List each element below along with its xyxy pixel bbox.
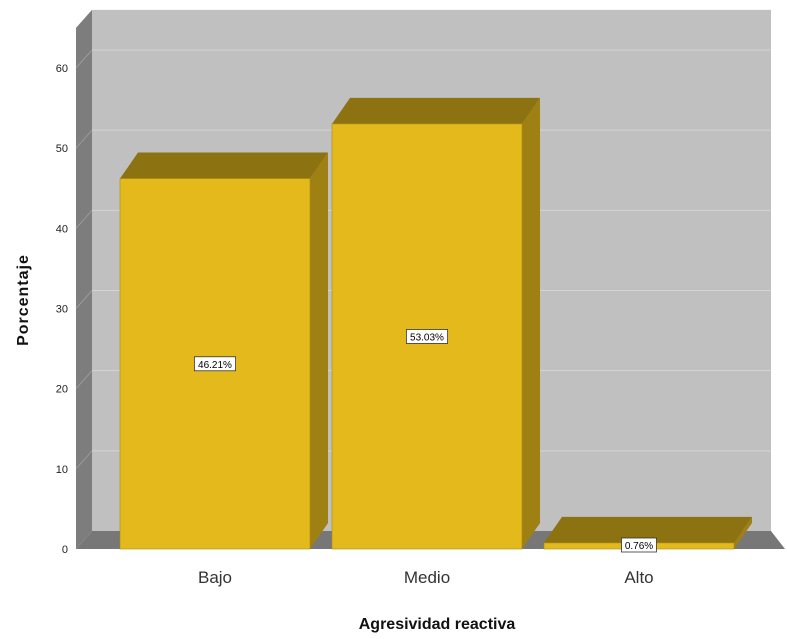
grid-line-side bbox=[75, 450, 93, 470]
side-wall bbox=[76, 9, 92, 549]
y-tick-label: 60 bbox=[56, 63, 68, 75]
data-label: 53.03% bbox=[410, 332, 444, 343]
grid-line-side bbox=[75, 210, 93, 229]
data-label-box bbox=[193, 356, 236, 372]
bar: 46.21% bbox=[119, 152, 328, 550]
bar: 0.76% bbox=[543, 516, 752, 553]
x-tick-label: Bajo bbox=[198, 568, 232, 587]
y-axis-ticks: 0 10 20 30 40 50 60 bbox=[56, 63, 68, 556]
y-tick-label: 20 bbox=[56, 384, 68, 396]
bars: 46.21% 53.03% 0.76% bbox=[119, 97, 752, 553]
bar-side bbox=[522, 97, 540, 550]
x-tick-label: Medio bbox=[404, 568, 450, 587]
bar-top bbox=[332, 97, 540, 124]
y-tick-label: 50 bbox=[56, 143, 68, 155]
y-axis-title: Porcentaje bbox=[15, 254, 32, 346]
bar-top bbox=[544, 516, 752, 543]
grid-line-side bbox=[75, 49, 93, 69]
y-tick-label: 30 bbox=[56, 304, 68, 316]
data-label-box bbox=[405, 329, 448, 344]
grid-line-side bbox=[75, 370, 93, 389]
bar-side bbox=[310, 152, 328, 549]
grid-line-side bbox=[75, 129, 93, 149]
grid-line-side bbox=[75, 290, 93, 309]
x-axis-title: Agresividad reactiva bbox=[359, 616, 516, 633]
bar-top bbox=[120, 152, 328, 179]
data-label: 46.21% bbox=[198, 360, 232, 371]
y-tick-label: 40 bbox=[56, 223, 68, 235]
x-tick-label: Alto bbox=[624, 568, 653, 587]
bar: 53.03% bbox=[331, 97, 540, 550]
x-axis-categories: Bajo Medio Alto bbox=[198, 568, 654, 587]
data-label: 0.76% bbox=[625, 541, 653, 552]
y-tick-label: 0 bbox=[62, 544, 68, 556]
data-label-box bbox=[621, 537, 657, 553]
bar-side bbox=[734, 516, 752, 549]
y-tick-label: 10 bbox=[56, 464, 68, 476]
